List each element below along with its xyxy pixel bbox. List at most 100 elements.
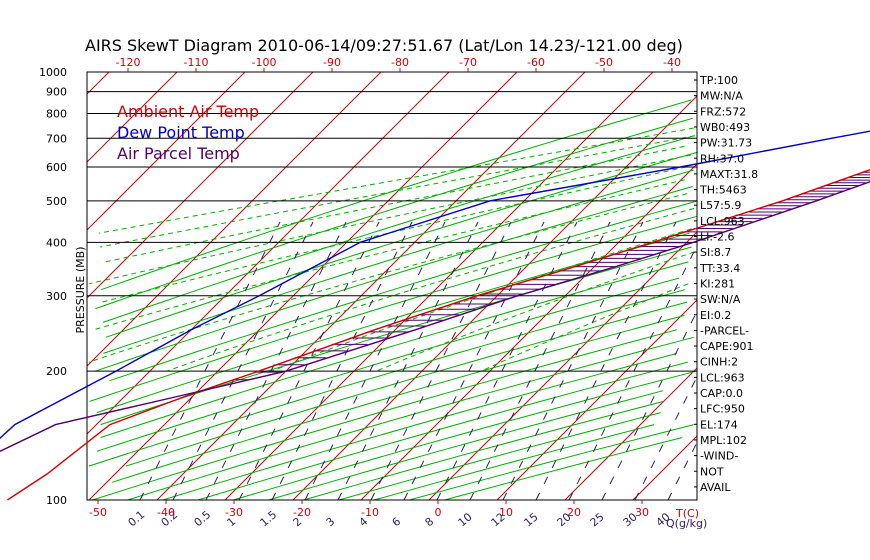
index-label: TT:33.4 xyxy=(699,262,740,275)
top-temp-tick-label: -60 xyxy=(527,56,545,69)
index-label: LI:-2.6 xyxy=(700,231,735,244)
dry-adiabat-line xyxy=(100,99,692,291)
mixing-ratio-line xyxy=(337,221,479,501)
dry-adiabat-line xyxy=(88,289,686,467)
mixing-ratio-tick-label: 6 xyxy=(390,515,404,529)
pressure-tick-label: 700 xyxy=(46,132,67,145)
index-label: LFC:950 xyxy=(700,403,745,416)
dry-adiabat-line xyxy=(92,329,678,501)
index-label: RH:37.0 xyxy=(700,152,744,165)
moist-adiabat-line xyxy=(100,135,696,248)
isotherm-line xyxy=(86,71,246,231)
legend-dew-point-temp: Dew Point Temp xyxy=(117,123,245,142)
top-temp-tick-label: -110 xyxy=(184,56,209,69)
moist-adiabat-line xyxy=(166,207,695,372)
mixing-ratio-tick-label: 15 xyxy=(522,510,541,529)
index-label: CAP:0.0 xyxy=(700,387,743,400)
mixing-ratio-line xyxy=(172,221,314,501)
mixing-ratio-line xyxy=(436,221,578,501)
dry-adiabat-line xyxy=(89,215,698,402)
dry-adiabat-line xyxy=(94,186,693,372)
index-label: KI:281 xyxy=(700,277,735,290)
index-label: L57:5.9 xyxy=(700,199,741,212)
bottom-temp-tick-label: 0 xyxy=(435,506,442,519)
bottom-temp-tick-label: -40 xyxy=(157,506,175,519)
isotherm-line xyxy=(86,71,178,163)
dry-adiabat-line xyxy=(100,246,692,426)
isotherm-line xyxy=(86,71,450,435)
isotherm-line xyxy=(292,95,698,501)
isotherm-line xyxy=(360,163,698,501)
bottom-temp-tick-label: 30 xyxy=(635,506,649,519)
pressure-tick-label: 900 xyxy=(46,86,67,99)
isotherm-line xyxy=(156,71,586,501)
pressure-tick-label: 800 xyxy=(46,107,67,120)
index-label: MPL:102 xyxy=(700,434,747,447)
bottom-temp-tick-label: -10 xyxy=(361,506,379,519)
pressure-tick-label: 500 xyxy=(46,195,67,208)
isotherm-line xyxy=(224,71,654,501)
plot-frame xyxy=(86,71,698,501)
index-label: AVAIL xyxy=(700,481,731,494)
dry-adiabat-line xyxy=(111,314,685,483)
mixing-ratio-line xyxy=(304,221,446,501)
moist-adiabat-line xyxy=(101,166,687,303)
index-label: MAXT:31.8 xyxy=(700,168,758,181)
dry-adiabat-line xyxy=(268,390,664,501)
index-label: NOT xyxy=(700,465,724,478)
chart-title: AIRS SkewT Diagram 2010-06-14/09:27:51.6… xyxy=(85,36,683,55)
isotherm-line xyxy=(86,71,314,299)
index-label: TH:5463 xyxy=(699,184,747,197)
ambient-air-temp-line xyxy=(7,168,870,501)
mixing-ratio-line xyxy=(271,221,413,501)
mixing-ratio-line xyxy=(634,376,698,501)
chart-text-layer: AIRS SkewT Diagram 2010-06-14/09:27:51.6… xyxy=(74,36,707,530)
index-label: PW:31.73 xyxy=(700,137,752,150)
top-temp-tick-label: -70 xyxy=(459,56,477,69)
mixing-ratio-line xyxy=(403,221,545,501)
mixing-ratio-line xyxy=(535,221,677,501)
index-label: EI:0.2 xyxy=(700,309,731,322)
isotherm-line xyxy=(564,367,698,501)
bottom-temp-tick-label: -20 xyxy=(293,506,311,519)
mixing-ratio-tick-label: 25 xyxy=(588,510,607,529)
dry-adiabat-line xyxy=(303,400,664,501)
index-label: LCL:963 xyxy=(700,215,745,228)
moist-adiabat-line xyxy=(376,251,695,372)
moist-adiabat-line xyxy=(98,127,694,234)
top-temp-tick-label: -90 xyxy=(323,56,341,69)
bottom-temp-tick-label: -30 xyxy=(225,506,243,519)
dry-adiabat-line xyxy=(162,352,678,501)
mixing-ratio-unit: Q(g/kg) xyxy=(666,517,707,530)
dry-adiabat-line xyxy=(95,117,694,310)
mixing-ratio-line xyxy=(601,311,698,501)
bottom-temp-tick-label: -50 xyxy=(89,506,107,519)
mixing-ratio-tick-label: 0.5 xyxy=(192,508,214,529)
index-label: SW:N/A xyxy=(700,293,741,306)
mixing-ratio-line xyxy=(205,221,347,501)
index-label: FRZ:572 xyxy=(700,105,746,118)
top-temp-tick-label: -80 xyxy=(391,56,409,69)
mixing-ratio-tick-label: 1.5 xyxy=(258,508,280,529)
chart-grid: 0.1 0.2 0.5 1 1.5 2 3 4 6 8 10 12 15 20 25 30 4010020030… xyxy=(39,56,698,529)
isotherm-line xyxy=(632,435,698,501)
mixing-ratio-line xyxy=(139,221,281,501)
pressure-tick-label: 400 xyxy=(46,236,67,249)
top-temp-tick-label: -120 xyxy=(116,56,141,69)
index-label: -WIND- xyxy=(700,450,738,463)
index-label: CINH:2 xyxy=(700,356,738,369)
bottom-temp-tick-label: 20 xyxy=(567,506,581,519)
pressure-tick-label: 1000 xyxy=(39,66,67,79)
mixing-ratio-line xyxy=(238,221,380,501)
legend-ambient-air-temp: Ambient Air Temp xyxy=(117,102,259,121)
mixing-ratio-line xyxy=(502,221,644,501)
dry-adiabat-line xyxy=(444,437,683,501)
dry-adiabat-line xyxy=(338,412,661,501)
dry-adiabat-line xyxy=(373,424,655,501)
isotherm-line xyxy=(428,231,698,501)
mixing-ratio-tick-label: 3 xyxy=(324,515,338,529)
top-temp-tick-label: -50 xyxy=(595,56,613,69)
dry-adiabat-line xyxy=(103,169,694,354)
dry-adiabat-line xyxy=(100,261,689,438)
isotherm-line xyxy=(86,71,382,367)
